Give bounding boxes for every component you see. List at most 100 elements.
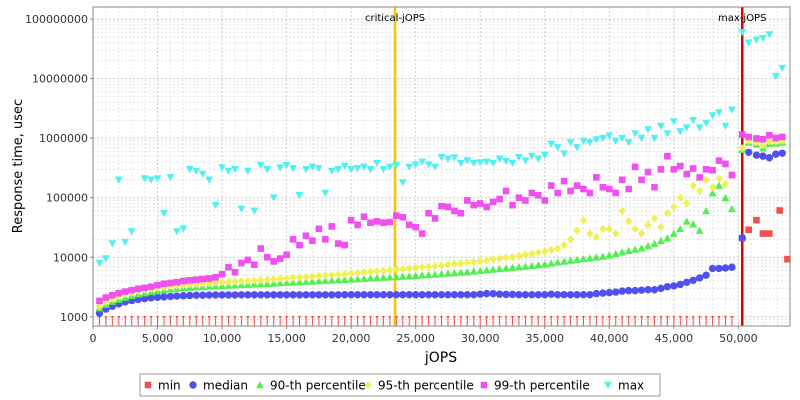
data-point bbox=[340, 162, 349, 170]
data-point bbox=[446, 315, 450, 318]
data-point bbox=[427, 315, 430, 318]
data-point bbox=[593, 174, 600, 181]
data-point bbox=[399, 264, 407, 274]
data-point bbox=[179, 292, 188, 300]
data-point bbox=[511, 315, 514, 318]
data-point bbox=[569, 315, 572, 318]
data-point bbox=[728, 204, 736, 213]
data-point bbox=[614, 315, 617, 318]
data-point bbox=[231, 291, 239, 299]
data-point bbox=[631, 130, 640, 138]
data-point bbox=[276, 274, 284, 283]
data-point bbox=[418, 271, 427, 279]
data-point bbox=[218, 164, 226, 172]
data-point bbox=[702, 119, 711, 127]
data-point bbox=[334, 240, 342, 247]
data-point bbox=[395, 315, 398, 318]
data-point bbox=[711, 315, 714, 318]
data-point bbox=[263, 166, 272, 174]
data-point bbox=[483, 256, 491, 265]
data-point bbox=[618, 248, 627, 256]
data-point bbox=[330, 315, 333, 318]
data-point bbox=[392, 272, 401, 281]
data-point bbox=[114, 176, 123, 184]
data-point bbox=[328, 291, 336, 299]
data-point bbox=[554, 189, 561, 197]
data-point bbox=[412, 223, 419, 231]
data-point bbox=[408, 315, 411, 318]
data-point bbox=[205, 176, 214, 184]
data-point bbox=[728, 171, 736, 179]
legend-swatch bbox=[604, 381, 612, 389]
data-point bbox=[534, 248, 542, 257]
data-point bbox=[618, 134, 627, 143]
data-point bbox=[263, 291, 271, 299]
data-point bbox=[166, 292, 175, 301]
data-point bbox=[631, 286, 639, 295]
data-point bbox=[547, 290, 555, 298]
data-point bbox=[553, 144, 562, 152]
data-point bbox=[605, 132, 614, 140]
data-point bbox=[644, 220, 652, 229]
data-point bbox=[566, 235, 575, 244]
data-point bbox=[476, 200, 484, 207]
data-point bbox=[412, 263, 420, 272]
data-point bbox=[324, 315, 327, 318]
data-point bbox=[102, 294, 110, 301]
data-point bbox=[160, 209, 168, 218]
data-point bbox=[143, 315, 146, 318]
data-point bbox=[657, 122, 665, 130]
data-point bbox=[502, 290, 510, 299]
data-point bbox=[289, 165, 297, 173]
data-point bbox=[502, 264, 510, 272]
data-point bbox=[676, 193, 684, 202]
data-point bbox=[385, 163, 394, 171]
data-point bbox=[315, 271, 323, 281]
data-point bbox=[366, 274, 375, 282]
data-point bbox=[156, 315, 159, 318]
data-point bbox=[259, 315, 262, 318]
data-point bbox=[579, 290, 588, 299]
data-point bbox=[624, 139, 633, 147]
data-point bbox=[676, 280, 684, 289]
data-point bbox=[592, 136, 601, 144]
data-point bbox=[109, 291, 116, 299]
data-point bbox=[414, 315, 417, 318]
data-point bbox=[308, 291, 317, 299]
data-point bbox=[495, 290, 504, 298]
data-point bbox=[192, 167, 201, 176]
data-point bbox=[147, 283, 155, 291]
data-point bbox=[282, 162, 291, 170]
data-point bbox=[624, 246, 633, 254]
y-tick-label: 10000 bbox=[53, 251, 88, 264]
data-point bbox=[173, 278, 181, 286]
data-point bbox=[256, 162, 265, 170]
data-point bbox=[353, 290, 362, 299]
data-point bbox=[753, 216, 760, 224]
data-point bbox=[360, 268, 368, 277]
data-point bbox=[289, 273, 297, 282]
data-point bbox=[466, 315, 469, 318]
data-point bbox=[601, 315, 604, 318]
data-point bbox=[437, 270, 446, 278]
data-point bbox=[708, 112, 717, 120]
data-point bbox=[771, 72, 780, 81]
data-point bbox=[162, 315, 166, 318]
data-point bbox=[547, 182, 555, 189]
data-point bbox=[624, 286, 633, 295]
data-point bbox=[554, 244, 562, 253]
data-point bbox=[456, 159, 465, 168]
data-point bbox=[321, 276, 330, 284]
data-point bbox=[778, 64, 787, 73]
data-point bbox=[463, 258, 471, 267]
data-point bbox=[244, 256, 252, 264]
data-point bbox=[721, 193, 730, 202]
data-point bbox=[618, 287, 626, 295]
data-point bbox=[676, 162, 684, 170]
data-point bbox=[224, 277, 233, 287]
data-point bbox=[527, 261, 536, 270]
data-point bbox=[411, 290, 420, 299]
data-point bbox=[373, 159, 381, 168]
data-point bbox=[425, 209, 432, 217]
data-point bbox=[257, 291, 265, 299]
